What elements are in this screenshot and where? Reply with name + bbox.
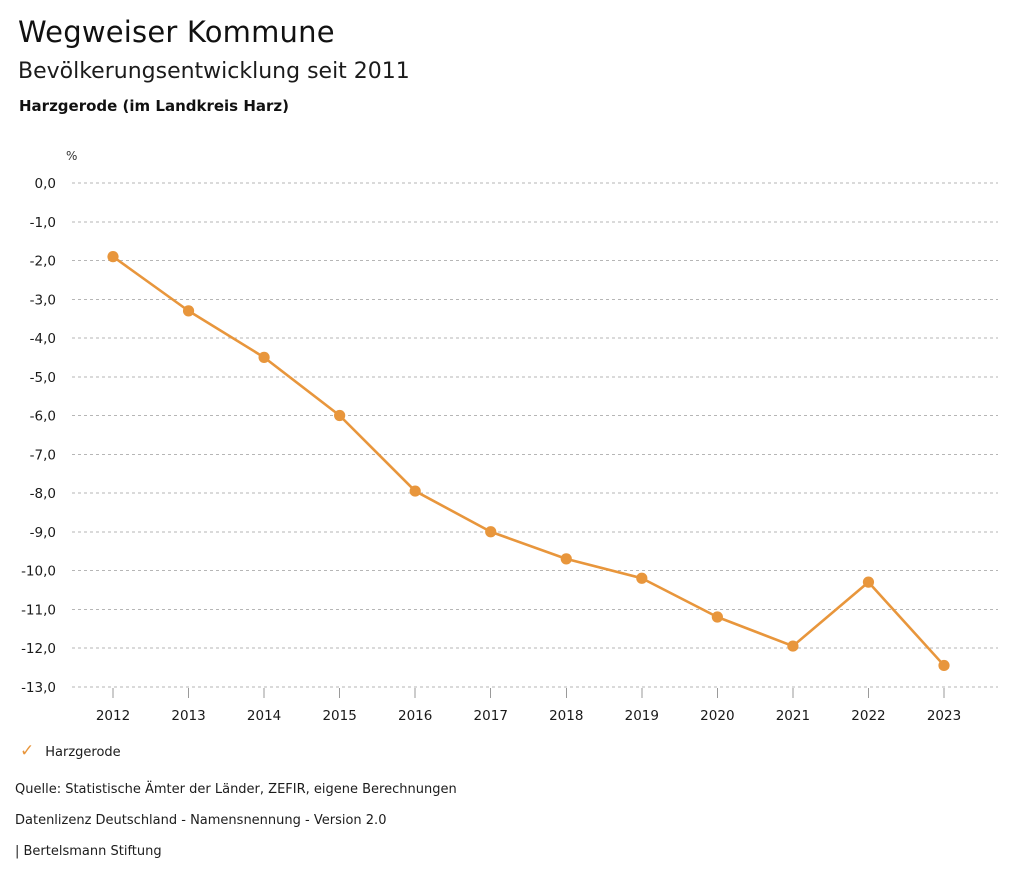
x-axis-tick-label: 2013 [171,708,205,724]
y-axis-tick-label: -13,0 [21,680,56,696]
footer-license: Datenlizenz Deutschland - Namensnennung … [15,813,387,828]
x-axis-tick-label: 2018 [549,708,583,724]
data-point[interactable] [485,526,497,538]
y-axis-unit-label: % [66,149,77,163]
chart-footer: Quelle: Statistische Ämter der Länder, Z… [15,783,1005,858]
x-axis-tick-label: 2016 [398,708,432,724]
x-axis-tick-label: 2014 [247,708,281,724]
footer-source: Quelle: Statistische Ämter der Länder, Z… [15,782,457,797]
data-point[interactable] [409,485,421,497]
data-point[interactable] [107,251,119,263]
data-point[interactable] [636,572,648,584]
x-axis-tick-label: 2021 [776,708,810,724]
y-axis-tick-label: -11,0 [21,602,56,618]
data-point[interactable] [711,611,723,623]
chart-subtitle: Bevölkerungsentwicklung seit 2011 [18,59,410,85]
chart-plot-area: % 0,0 -1,0 -2,0 -3,0 -4,0 -5,0 -6,0 -7,0 -8,0 -9,0… [21,149,998,724]
chart-header: Wegweiser Kommune Bevölkerungsentwicklun… [18,15,998,115]
x-axis-tick-label: 2020 [700,708,734,724]
y-axis-tick-label: -7,0 [30,447,56,463]
legend-item-label: Harzgerode [45,745,121,760]
page-title: Wegweiser Kommune [18,15,335,49]
y-axis-tick-label: -6,0 [30,409,56,425]
y-axis-tick-label: -10,0 [21,564,56,580]
y-axis-tick-label: -1,0 [30,215,56,231]
x-axis-tick-label: 2022 [851,708,885,724]
y-axis-tick-label: -4,0 [30,331,56,347]
y-axis-tick-label: -12,0 [21,641,56,657]
footer-publisher: | Bertelsmann Stiftung [15,844,162,859]
x-axis-tick-label: 2015 [322,708,356,724]
y-axis-tick-label: -9,0 [30,525,56,541]
data-point[interactable] [787,640,799,652]
x-axis-tick-label: 2023 [927,708,961,724]
check-icon: ✓ [20,741,35,761]
data-point[interactable] [560,553,572,565]
x-axis-tick-label: 2012 [96,708,130,724]
y-axis-tick-label: -2,0 [30,254,56,270]
y-axis-tick-label: -5,0 [30,370,56,386]
data-point[interactable] [258,351,270,363]
data-point[interactable] [938,659,950,672]
y-axis-tick-label: -3,0 [30,292,56,308]
line-chart-svg: % 0,0 -1,0 -2,0 -3,0 -4,0 -5,0 -6,0 -7,0 -8,0 -9,0… [21,149,998,724]
y-axis-tick-label: -8,0 [30,486,56,502]
x-axis-tick-label: 2017 [474,708,508,724]
data-point[interactable] [862,576,875,588]
series-line-harzgerode [111,255,946,667]
data-point[interactable] [334,409,346,422]
chart-legend[interactable]: ✓ Harzgerode [20,741,121,761]
data-point[interactable] [182,305,195,317]
y-axis-tick-label: 0,0 [35,176,56,192]
chart-region-label: Harzgerode (im Landkreis Harz) [19,96,289,115]
x-axis-tick-label: 2019 [625,708,659,724]
